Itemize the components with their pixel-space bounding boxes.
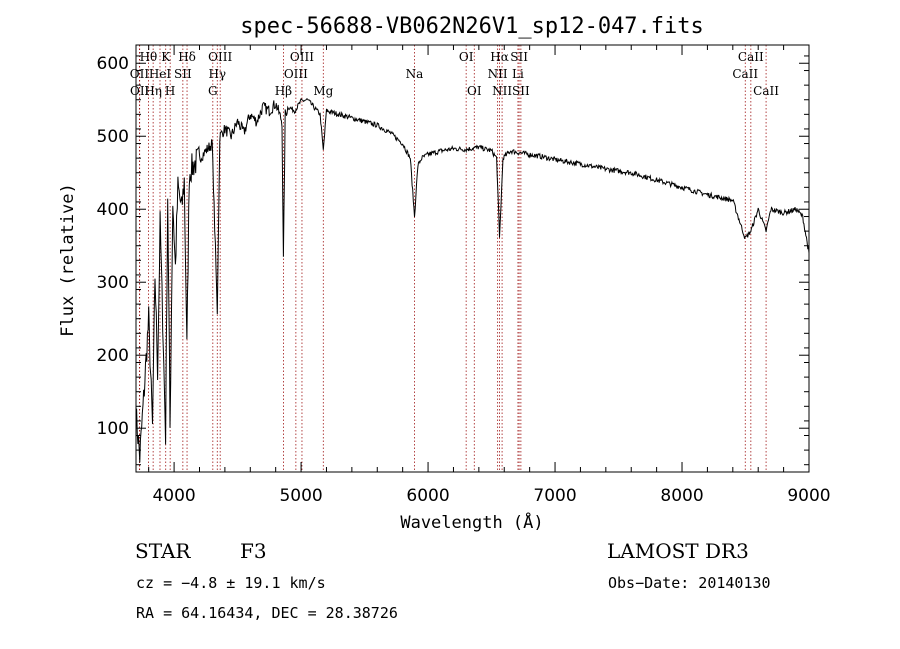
line-label-8: Hδ (178, 50, 196, 64)
line-label-0: Hθ (140, 50, 158, 64)
spectrum-series-line (135, 97, 810, 463)
y-axis-label: Flux (relative) (58, 183, 78, 337)
line-label-14: OIII (284, 67, 308, 81)
y-tick-label: 300 (97, 273, 129, 293)
x-tick-label: 9000 (787, 486, 830, 506)
y-tick-label: 100 (97, 419, 129, 439)
object-subclass: F3 (240, 539, 267, 563)
redshift-value: cz = −4.8 ± 19.1 km/s (136, 574, 326, 592)
observation-date: Obs−Date: 20140130 (608, 574, 771, 592)
line-label-9: OIII (208, 50, 232, 64)
x-tick-label: 4000 (152, 486, 195, 506)
x-tick-label: 5000 (279, 486, 322, 506)
line-label-12: Hβ (275, 84, 292, 98)
line-label-18: OI (467, 84, 482, 98)
y-tick-label: 500 (97, 127, 129, 147)
line-label-2: OII (130, 84, 150, 98)
x-axis-label: Wavelength (Å) (400, 511, 543, 533)
y-tick-label: 400 (97, 200, 129, 220)
line-label-10: Hγ (208, 67, 226, 81)
line-label-17: OI (459, 50, 474, 64)
line-label-6: H (165, 84, 175, 98)
object-class: STAR (135, 539, 191, 563)
x-tick-label: 6000 (406, 486, 449, 506)
x-tick-label: 7000 (533, 486, 576, 506)
line-label-23: Li (512, 67, 524, 81)
line-label-3: K (161, 50, 171, 64)
survey-name: LAMOST DR3 (607, 539, 749, 563)
line-label-24: SII (512, 84, 530, 98)
spectral-line-labels: Hθ OII OII K HeI Hη H SII Hδ OIII Hγ G Hβ OIII OIII Mg N… (130, 50, 779, 98)
line-label-26: CaII (732, 67, 758, 81)
line-label-19: Hα (490, 50, 509, 64)
line-label-16: Na (406, 67, 424, 81)
y-tick-label: 200 (97, 346, 129, 366)
y-axis: 100 200 300 400 500 600 (97, 54, 809, 466)
line-label-1: OII (130, 67, 150, 81)
line-label-15: Mg (313, 84, 333, 98)
line-label-7: SII (174, 67, 192, 81)
line-label-25: CaII (738, 50, 764, 64)
plot-frame (135, 44, 810, 473)
line-label-11: G (208, 84, 218, 98)
x-axis: 4000 5000 6000 7000 8000 9000 (148, 45, 831, 506)
line-label-5: Hη (144, 84, 162, 98)
y-tick-label: 600 (97, 54, 129, 74)
x-tick-label: 8000 (660, 486, 703, 506)
spectral-line-markers (139, 45, 767, 472)
coordinates: RA = 64.16434, DEC = 28.38726 (136, 604, 398, 622)
line-label-4: HeI (149, 67, 172, 81)
line-label-22: SII (510, 50, 528, 64)
line-label-27: CaII (753, 84, 779, 98)
chart-title: spec-56688-VB062N26V1_sp12-047.fits (240, 14, 704, 39)
line-label-13: OIII (290, 50, 314, 64)
line-label-21: NII (492, 84, 512, 98)
line-label-20: NII (488, 67, 508, 81)
